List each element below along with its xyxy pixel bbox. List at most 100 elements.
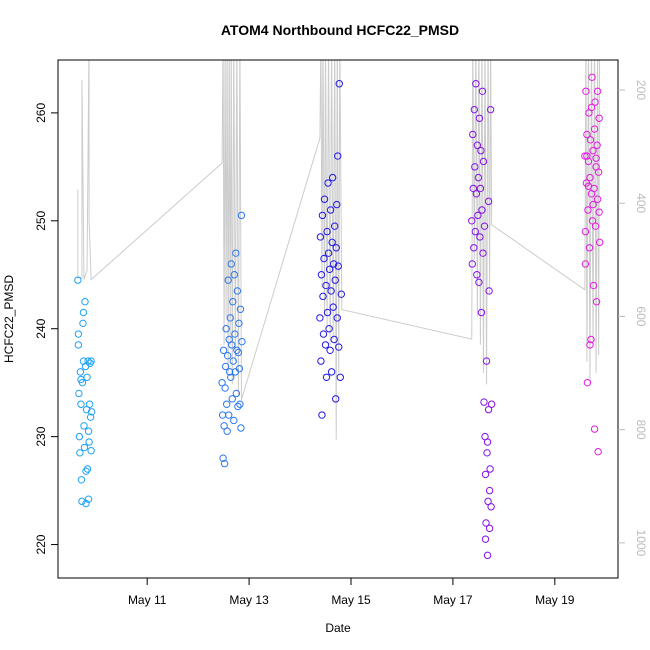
data-point <box>220 422 228 430</box>
data-point <box>84 357 92 365</box>
data-point <box>335 343 343 351</box>
data-point <box>583 152 591 160</box>
data-point <box>327 287 335 295</box>
data-point <box>323 308 332 317</box>
data-point <box>484 197 493 206</box>
data-point <box>236 305 245 313</box>
data-point <box>332 395 340 403</box>
data-point <box>329 303 337 311</box>
data-point <box>83 465 92 473</box>
data-point <box>471 163 479 171</box>
data-point <box>80 443 89 452</box>
data-point <box>77 400 85 408</box>
data-point <box>87 357 95 365</box>
data-point <box>482 357 491 365</box>
data-point <box>581 260 590 268</box>
data-point <box>585 244 594 252</box>
data-point <box>218 378 226 387</box>
data-point <box>329 260 338 268</box>
data-point <box>221 362 230 371</box>
data-point <box>226 368 234 376</box>
data-point <box>76 449 84 457</box>
data-point <box>331 276 339 284</box>
data-point <box>483 449 491 457</box>
data-point <box>481 535 490 543</box>
data-point <box>479 157 488 166</box>
data-point <box>482 519 490 527</box>
data-point <box>479 249 487 257</box>
data-point <box>595 208 603 216</box>
data-point <box>84 427 93 435</box>
data-point <box>319 292 327 301</box>
data-point <box>581 152 589 160</box>
data-point <box>480 222 489 230</box>
data-point <box>316 233 325 241</box>
data-point <box>222 400 231 408</box>
data-point <box>85 438 93 446</box>
y-axis-label: HCFC22_PMSD <box>2 275 16 363</box>
data-point <box>79 308 88 317</box>
y-tick-label: 250 <box>34 210 48 230</box>
data-point <box>85 400 94 408</box>
data-point <box>235 364 244 373</box>
data-point <box>484 497 492 506</box>
data-point <box>233 346 241 354</box>
data-point <box>480 398 488 406</box>
data-point <box>584 157 593 166</box>
data-point <box>584 206 592 214</box>
data-point <box>325 265 334 274</box>
data-point <box>588 217 597 225</box>
data-point <box>587 335 595 344</box>
plot-frame <box>57 59 619 579</box>
data-point <box>75 389 83 398</box>
data-point <box>468 260 476 268</box>
data-point <box>589 146 597 155</box>
data-point <box>486 105 495 114</box>
data-point <box>471 227 480 236</box>
chart-title: ATOM4 Northbound HCFC22_PMSD <box>221 22 459 38</box>
data-point <box>75 432 84 441</box>
data-point <box>238 337 246 346</box>
data-point <box>227 373 235 381</box>
data-point <box>473 271 481 279</box>
data-point <box>591 98 599 106</box>
data-point <box>80 422 88 430</box>
data-point <box>237 211 246 220</box>
data-point <box>487 400 496 408</box>
data-point <box>486 465 494 473</box>
data-point <box>324 179 332 187</box>
data-point <box>237 424 245 432</box>
data-point <box>82 499 90 508</box>
data-point <box>477 146 485 155</box>
data-point <box>333 200 341 209</box>
data-point <box>232 249 240 257</box>
data-point <box>485 524 494 533</box>
data-point <box>476 184 485 193</box>
data-point <box>483 551 492 560</box>
data-point <box>586 136 595 144</box>
data-point <box>232 389 241 398</box>
y2-tick-label: 1000 <box>634 530 648 557</box>
y-tick-label: 260 <box>34 103 48 123</box>
data-point <box>236 400 244 408</box>
data-point <box>318 211 327 220</box>
data-point <box>234 402 242 411</box>
x-tick-label: May 17 <box>433 593 473 607</box>
data-point <box>334 262 342 270</box>
data-point <box>87 446 95 455</box>
data-point <box>590 125 599 133</box>
data-point <box>82 467 90 475</box>
data-point <box>469 130 477 139</box>
data-point <box>586 173 594 182</box>
data-point <box>76 368 85 376</box>
data-point <box>336 373 344 381</box>
data-point <box>590 425 599 433</box>
data-point <box>233 287 242 295</box>
data-point <box>474 173 483 182</box>
data-point <box>330 222 339 230</box>
data-point <box>334 152 342 160</box>
data-point <box>473 141 482 149</box>
data-point <box>595 238 604 247</box>
data-point <box>476 233 484 241</box>
data-point <box>584 182 593 190</box>
